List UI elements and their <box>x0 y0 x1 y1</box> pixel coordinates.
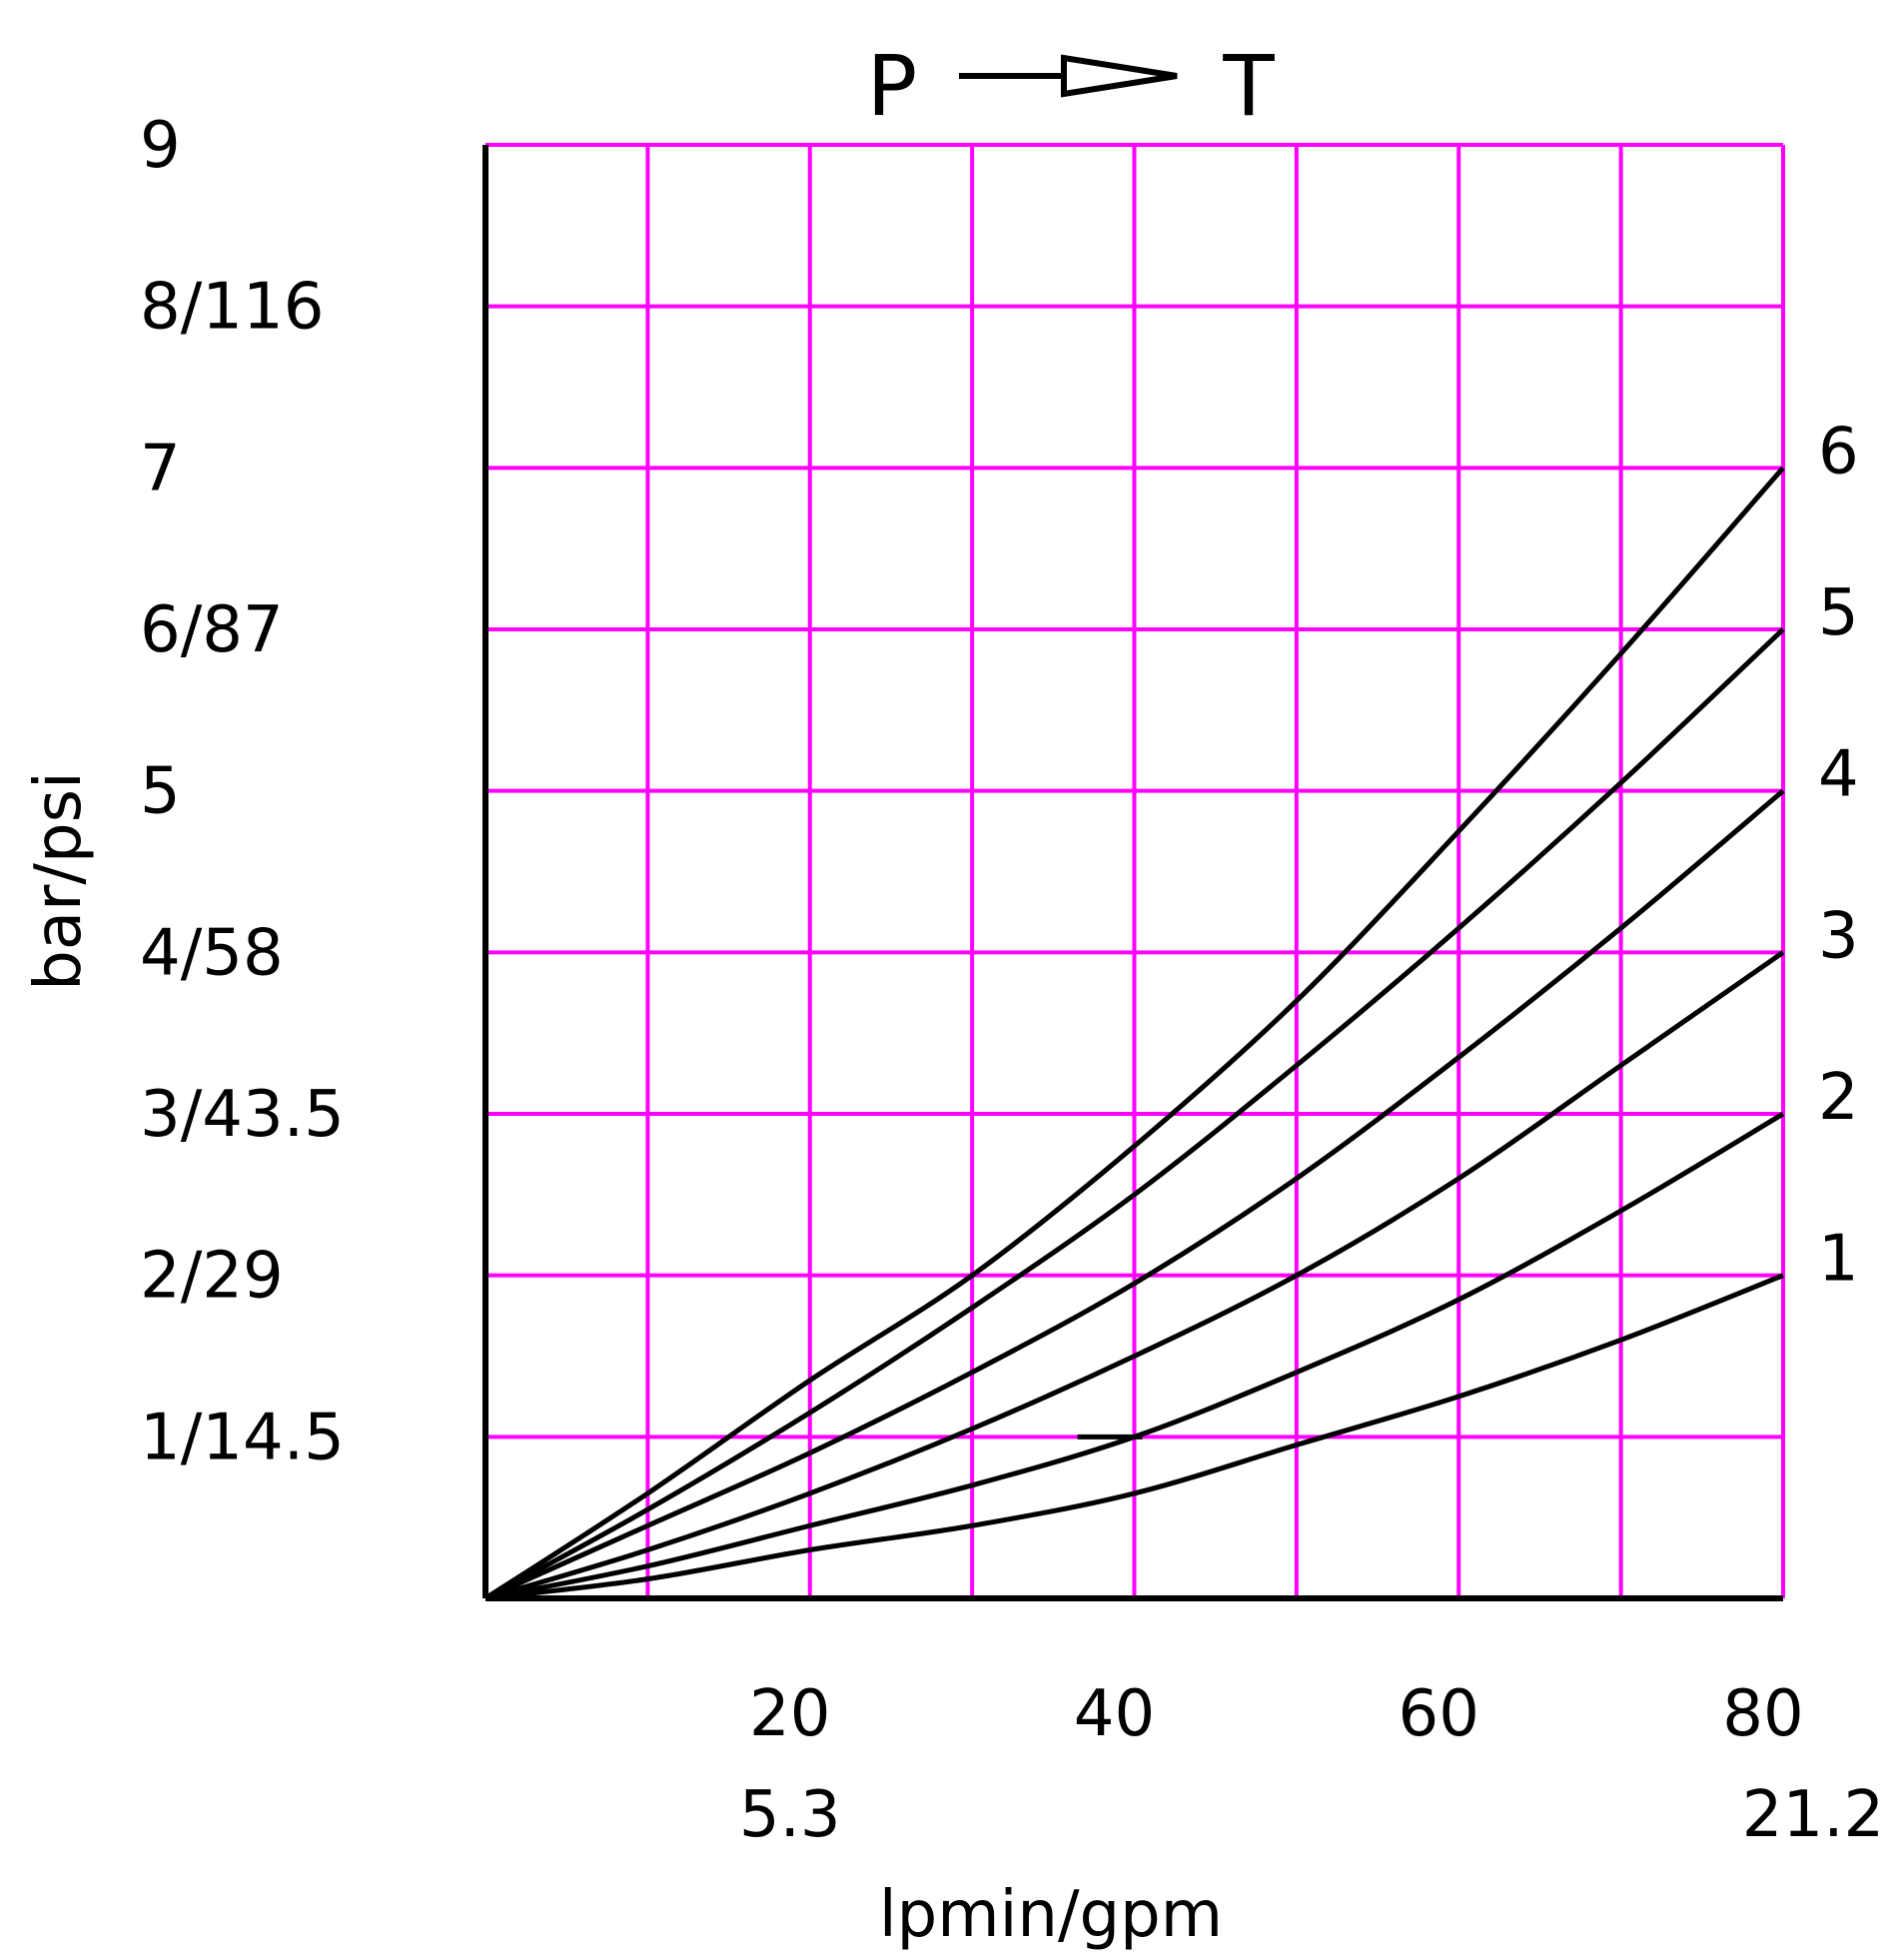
y-tick-label: 6/87 <box>140 593 284 667</box>
y-tick-label: 1/14.5 <box>140 1401 345 1474</box>
y-tick-label: 8/116 <box>140 271 324 345</box>
series-line-5 <box>483 627 1785 1601</box>
chart-title: P T <box>867 37 1276 135</box>
tick-labels: 1/14.5 2/29 3/43.5 4/58 5 6/87 7 8/116 9 20 5.3 40 6… <box>140 109 1884 1852</box>
x-axis-label: lpmin/gpm <box>879 1878 1223 1952</box>
x-tick-label-secondary: 21.2 <box>1742 1778 1885 1852</box>
series-label-1: 1 <box>1818 1223 1859 1297</box>
y-tick-label: 3/43.5 <box>140 1078 345 1152</box>
x-tick-label-secondary: 5.3 <box>739 1778 841 1852</box>
series-line-4 <box>483 788 1785 1601</box>
y-axis-label: bar/psi <box>22 771 96 990</box>
axes <box>482 145 1783 1601</box>
y-tick-label: 2/29 <box>140 1240 284 1314</box>
title-from-label: P <box>867 37 918 135</box>
series-label-3: 3 <box>1818 899 1859 973</box>
series-line-1 <box>484 1273 1784 1601</box>
y-tick-label: 4/58 <box>140 916 284 990</box>
title-to-label: T <box>1222 37 1275 135</box>
y-tick-label: 9 <box>140 109 181 183</box>
grid-lines <box>485 143 1785 1598</box>
series-line-6 <box>483 466 1785 1601</box>
series-label-6: 6 <box>1818 415 1859 489</box>
series-line-3 <box>484 950 1785 1601</box>
x-tick-label: 40 <box>1074 1677 1155 1751</box>
series-label-4: 4 <box>1818 738 1859 812</box>
series-label-2: 2 <box>1818 1061 1859 1135</box>
y-tick-label: 7 <box>140 432 181 505</box>
series-label-5: 5 <box>1818 576 1859 650</box>
x-tick-label: 60 <box>1399 1677 1479 1751</box>
x-tick-label: 80 <box>1722 1677 1803 1751</box>
y-tick-label: 5 <box>140 755 181 829</box>
x-tick-label: 20 <box>749 1677 830 1751</box>
series-lines: 1 2 3 4 5 6 <box>483 415 1859 1601</box>
flow-arrow-icon <box>959 54 1178 98</box>
